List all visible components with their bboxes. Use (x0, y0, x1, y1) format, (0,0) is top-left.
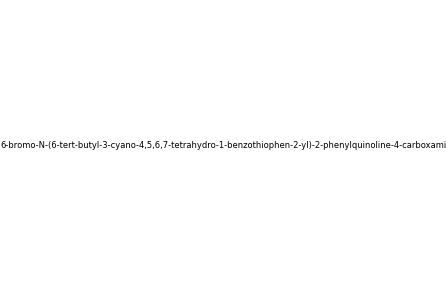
Text: 6-bromo-N-(6-tert-butyl-3-cyano-4,5,6,7-tetrahydro-1-benzothiophen-2-yl)-2-pheny: 6-bromo-N-(6-tert-butyl-3-cyano-4,5,6,7-… (0, 141, 446, 150)
